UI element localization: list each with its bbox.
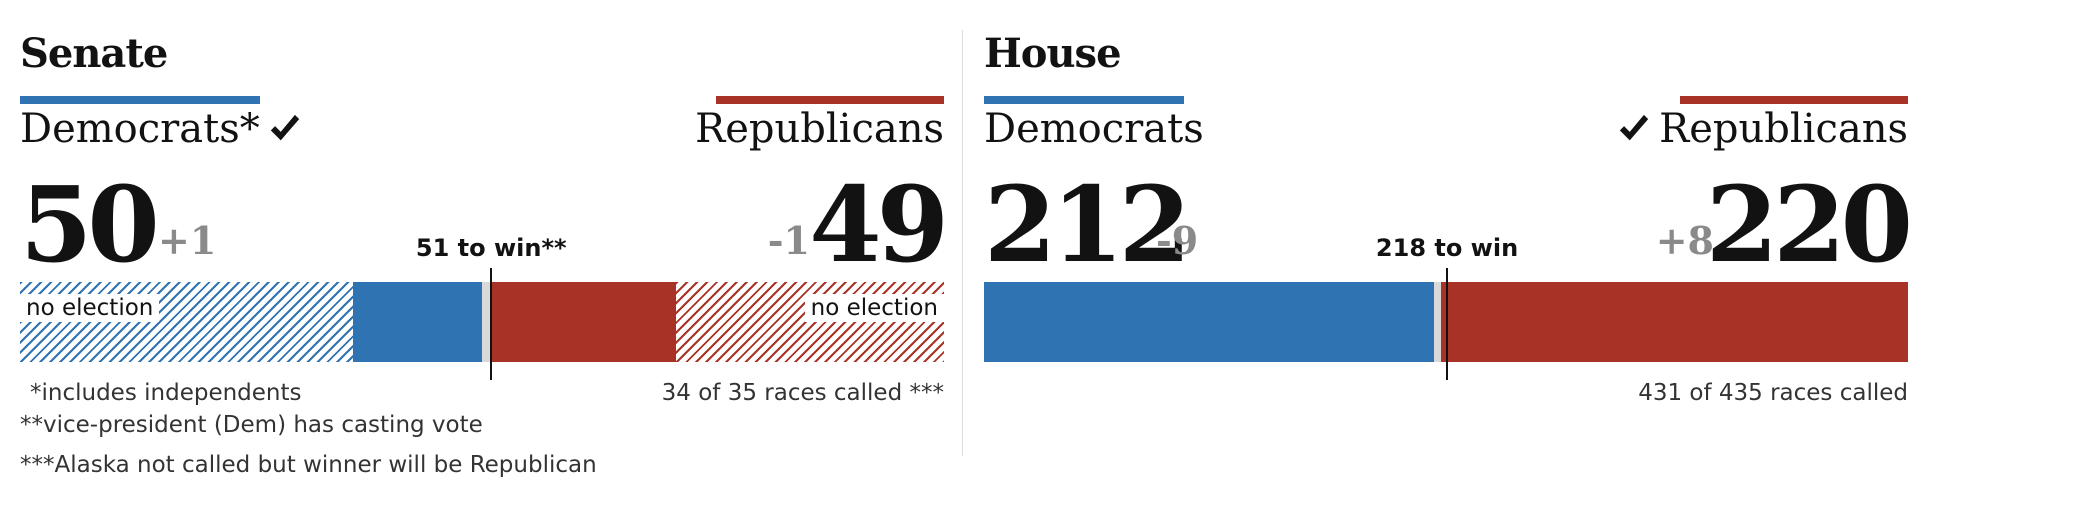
senate-note-alaska: ***Alaska not called but winner will be …	[20, 452, 597, 478]
house-win-line	[1446, 268, 1449, 380]
senate-uncalled-segment	[482, 282, 492, 362]
senate-rep-no-election-label: no election	[804, 294, 944, 322]
house-win-label: 218 to win	[1375, 234, 1519, 262]
house-dem-elected-segment	[984, 282, 1435, 362]
senate-dem-rule	[20, 96, 260, 104]
senate-dem-seats: 50	[20, 163, 160, 286]
house-rep-seats: 220	[1705, 163, 1913, 286]
house-rep-party: Republicans	[1617, 106, 1908, 152]
senate-note-independents: *includes independents	[30, 380, 302, 406]
winner-check-icon	[1619, 114, 1649, 141]
house-panel: House Democrats Republicans 212 -9 +8 22…	[984, 0, 1913, 522]
senate-dem-elected-segment	[352, 282, 482, 362]
house-dem-party: Democrats	[984, 106, 1204, 152]
senate-dem-no-election-label: no election	[20, 294, 160, 322]
senate-panel: Senate Democrats* Republicans 50 +1 -1 4…	[20, 0, 949, 522]
house-rep-elected-segment	[1440, 282, 1908, 362]
house-uncalled-segment	[1434, 282, 1441, 362]
house-dem-change: -9	[1156, 218, 1199, 263]
house-title: House	[984, 30, 1122, 77]
senate-rep-party: Republicans	[695, 106, 944, 152]
house-rep-change: +8	[1655, 218, 1714, 263]
senate-rep-name: Republicans	[695, 106, 944, 152]
senate-dem-party: Democrats*	[20, 106, 302, 152]
senate-races-called: 34 of 35 races called ***	[661, 380, 944, 406]
house-rep-rule	[1680, 96, 1908, 104]
senate-title: Senate	[20, 30, 168, 77]
senate-rep-change: -1	[767, 218, 810, 263]
senate-rep-seats: 49	[809, 163, 949, 286]
senate-dem-change: +1	[158, 218, 217, 263]
senate-win-line	[490, 268, 493, 380]
senate-note-vice-president: **vice-president (Dem) has casting vote	[20, 412, 483, 438]
senate-seat-bar	[20, 282, 944, 362]
senate-dem-name: Democrats*	[20, 106, 260, 152]
senate-win-label: 51 to win**	[415, 234, 567, 262]
house-dem-name: Democrats	[984, 106, 1204, 152]
house-dem-rule	[984, 96, 1184, 104]
house-rep-name: Republicans	[1659, 106, 1908, 152]
senate-rep-elected-segment	[491, 282, 677, 362]
house-races-called: 431 of 435 races called	[1638, 380, 1908, 406]
winner-check-icon	[270, 114, 299, 141]
senate-rep-rule	[716, 96, 944, 104]
house-seat-bar	[984, 282, 1908, 362]
house-dem-seats: 212	[984, 163, 1191, 286]
panel-divider	[962, 30, 963, 456]
